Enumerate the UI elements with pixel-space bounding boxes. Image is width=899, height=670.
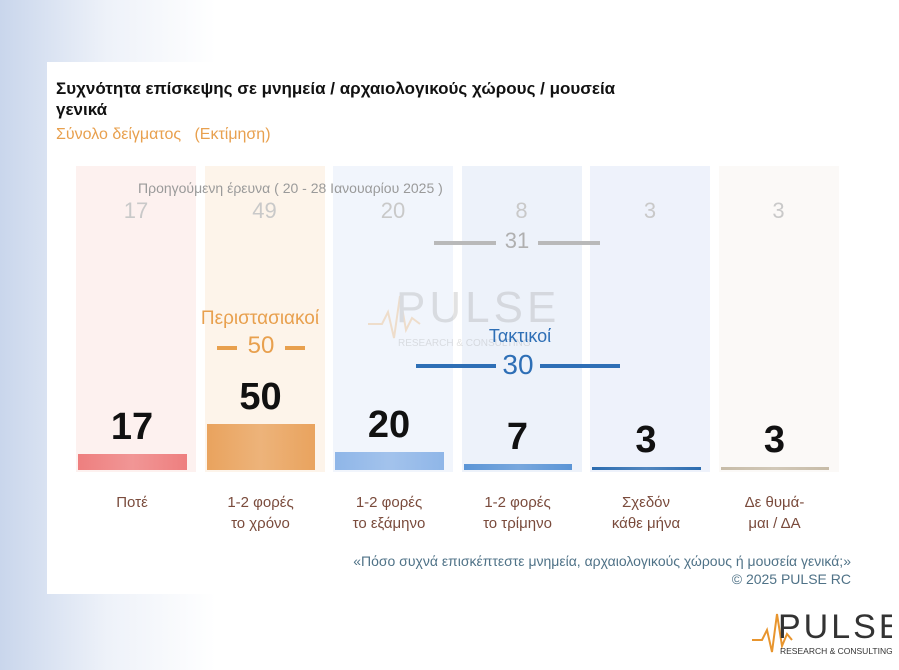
data-label: 17 bbox=[110, 406, 154, 449]
category-label-line: το εξάμηνο bbox=[352, 515, 426, 532]
category-label: 1-2 φορές το τρίμηνο bbox=[448, 492, 588, 534]
category-label: 1-2 φορές το χρόνο bbox=[191, 492, 331, 534]
previous-value: 17 bbox=[123, 198, 149, 223]
group-value-occasional: 50 bbox=[247, 332, 275, 359]
survey-question: «Πόσο συχνά επισκέπτεστε μνημεία, αρχαιο… bbox=[353, 553, 851, 569]
category-label-line: 1-2 φορές bbox=[484, 494, 551, 511]
category-label-line: το τρίμηνο bbox=[483, 515, 552, 532]
pulse-logo: PULSE RESEARCH & CONSULTING bbox=[752, 606, 899, 663]
data-label: 20 bbox=[367, 403, 411, 446]
copyright: © 2025 PULSE RC bbox=[731, 571, 851, 587]
group-dash-line bbox=[538, 241, 600, 245]
group-value-regular: 30 bbox=[502, 349, 534, 380]
svg-text:PULSE: PULSE bbox=[778, 608, 892, 646]
category-label-line: 1-2 φορές bbox=[227, 494, 294, 511]
bar bbox=[78, 454, 187, 470]
column-background bbox=[204, 166, 325, 472]
logo-tagline: RESEARCH & CONSULTING bbox=[780, 646, 892, 656]
data-label: 3 bbox=[635, 419, 657, 461]
group-dash-line bbox=[217, 346, 237, 350]
data-label: 7 bbox=[506, 415, 529, 458]
previous-value: 8 bbox=[515, 198, 528, 223]
bar bbox=[463, 463, 572, 470]
group-label-regular: Τακτικοί bbox=[488, 326, 552, 346]
bar bbox=[335, 451, 444, 470]
category-label-line: το χρόνο bbox=[231, 515, 290, 532]
bar bbox=[720, 467, 829, 470]
column-background bbox=[461, 166, 582, 472]
group-label-occasional: Περιστασιακοί bbox=[200, 308, 320, 329]
chart-title: Συχνότητα επίσκεψης σε μνημεία / αρχαιολ… bbox=[56, 79, 616, 119]
previous-value: 20 bbox=[380, 198, 406, 223]
category-label-line: Ποτέ bbox=[116, 494, 148, 511]
group-dash-line bbox=[540, 364, 620, 368]
bar bbox=[206, 424, 315, 470]
previous-survey-label: Προηγούμενη έρευνα ( 20 - 28 Ιανουαρίου … bbox=[138, 180, 443, 196]
data-label: 50 bbox=[239, 376, 282, 418]
column-background bbox=[590, 166, 710, 472]
group-dash-line bbox=[434, 241, 496, 245]
previous-value: 49 bbox=[252, 198, 277, 223]
chart-subtitle: Σύνολο δείγματος (Εκτίμηση) bbox=[56, 126, 271, 143]
data-label: 3 bbox=[763, 419, 786, 461]
column-background bbox=[76, 166, 196, 472]
category-label-line: 1-2 φορές bbox=[355, 494, 423, 511]
svg-text:PULSE: PULSE bbox=[396, 283, 560, 332]
category-label: Ποτέ bbox=[62, 492, 202, 513]
category-label-line: Σχεδόν bbox=[621, 494, 671, 511]
category-label: 1-2 φορές το εξάμηνο bbox=[319, 492, 459, 534]
watermark-tagline: RESEARCH & CONSULTING bbox=[398, 338, 531, 349]
previous-value: 3 bbox=[772, 198, 785, 223]
category-label-line: Δε θυμά- bbox=[744, 494, 805, 511]
pulse-watermark: PULSE RESEARCH & CONSULTING bbox=[368, 282, 568, 357]
group-dash-line bbox=[416, 364, 496, 368]
category-label: Σχεδόν κάθε μήνα bbox=[576, 492, 716, 534]
column-background bbox=[718, 166, 839, 472]
category-label-line: μαι / ΔΑ bbox=[748, 515, 801, 532]
group-dash-line bbox=[285, 346, 305, 350]
column-background bbox=[333, 166, 453, 472]
category-label: Δε θυμά-μαι / ΔΑ bbox=[705, 492, 845, 534]
category-label-line: κάθε μήνα bbox=[611, 515, 681, 532]
previous-value: 3 bbox=[643, 198, 657, 223]
bar bbox=[592, 467, 701, 470]
group-prev-value-regular: 31 bbox=[504, 228, 530, 253]
